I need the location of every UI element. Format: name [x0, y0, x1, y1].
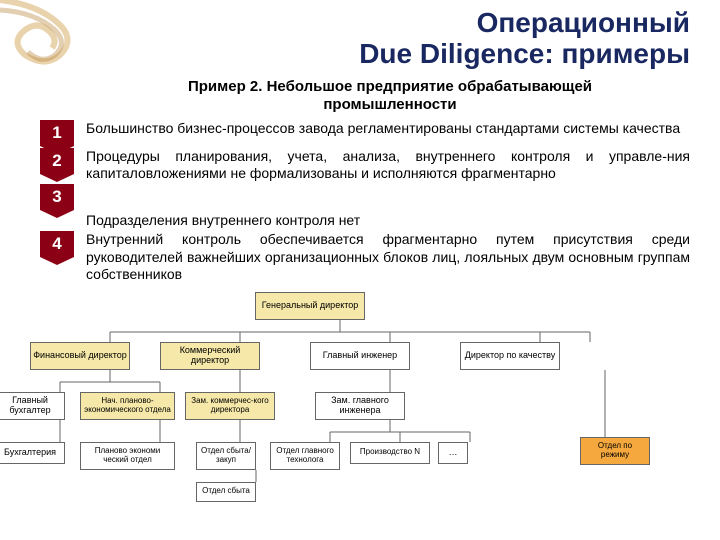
point-4-text: Внутренний контроль обеспечивается фрагм… — [86, 231, 690, 284]
marker-1: 1 — [40, 120, 74, 146]
org-chart: Генеральный директор Финансовый директор… — [0, 292, 720, 507]
org-box-qual-dir: Директор по качеству — [460, 342, 560, 370]
org-box-deputy-eng: Зам. главного инженера — [315, 392, 405, 420]
marker-2: 2 — [40, 148, 74, 174]
org-box-ceo: Генеральный директор — [255, 292, 365, 320]
org-box-ellipsis: … — [438, 442, 468, 464]
org-box-sales-sub: Отдел сбыта — [196, 482, 256, 502]
org-box-deputy-comm: Зам. коммерчес-кого директора — [185, 392, 275, 420]
org-box-accounting: Бухгалтерия — [0, 442, 65, 464]
org-box-plan-head: Нач. планово-экономического отдела — [80, 392, 175, 420]
org-box-sales-dept: Отдел сбыта/закуп — [196, 442, 256, 470]
org-box-fin-dir: Финансовый директор — [30, 342, 130, 370]
point-2-text: Процедуры планирования, учета, анализа, … — [86, 148, 690, 210]
org-box-chief-acc: Главный бухгалтер — [0, 392, 65, 420]
org-box-prod-n: Производство N — [350, 442, 430, 464]
subtitle-line-2: промышленности — [323, 96, 456, 113]
points-list: 1 Большинство бизнес-процессов завода ре… — [0, 120, 720, 292]
point-1-text: Большинство бизнес-процессов завода регл… — [86, 120, 690, 146]
subtitle-line-1: Пример 2. Небольшое предприятие обрабаты… — [188, 78, 592, 95]
marker-3: 3 — [40, 184, 74, 210]
subtitle: Пример 2. Небольшое предприятие обрабаты… — [0, 74, 720, 120]
org-box-mode-dept: Отдел по режиму — [580, 437, 650, 465]
org-box-tech-dept: Отдел главного технолога — [270, 442, 340, 470]
org-box-plan-dept: Планово экономи ческий отдел — [80, 442, 175, 470]
org-box-chief-eng: Главный инженер — [310, 342, 410, 370]
marker-4: 4 — [40, 231, 74, 257]
decorative-swirl — [0, 0, 130, 80]
org-box-comm-dir: Коммерческий директор — [160, 342, 260, 370]
point-3-text: Подразделения внутреннего контроля нет — [86, 212, 690, 230]
